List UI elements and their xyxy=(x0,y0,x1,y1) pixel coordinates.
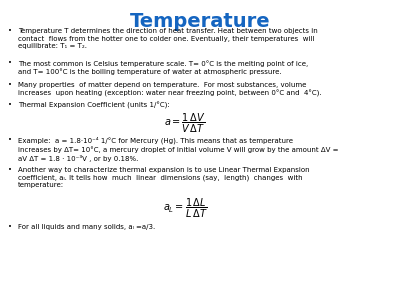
Text: $a_L = \dfrac{1}{L}\dfrac{\Delta L}{\Delta T}$: $a_L = \dfrac{1}{L}\dfrac{\Delta L}{\Del… xyxy=(163,197,207,220)
Text: •: • xyxy=(8,102,12,108)
Text: Another way to characterize thermal expansion is to use Linear Thermal Expansion: Another way to characterize thermal expa… xyxy=(18,167,310,188)
Text: Thermal Expansion Coefficient (units 1/°C):: Thermal Expansion Coefficient (units 1/°… xyxy=(18,102,170,109)
Text: Example:  a = 1.8·10⁻⁴ 1/°C for Mercury (Hg). This means that as temperature
inc: Example: a = 1.8·10⁻⁴ 1/°C for Mercury (… xyxy=(18,137,338,162)
Text: Temperature: Temperature xyxy=(130,12,270,31)
Text: •: • xyxy=(8,82,12,88)
Text: •: • xyxy=(8,60,12,66)
Text: •: • xyxy=(8,224,12,230)
Text: For all liquids and many solids, aₗ =a/3.: For all liquids and many solids, aₗ =a/3… xyxy=(18,224,155,230)
Text: Many properties  of matter depend on temperature.  For most substances, volume
i: Many properties of matter depend on temp… xyxy=(18,82,322,97)
Text: $a = \dfrac{1}{V}\dfrac{\Delta V}{\Delta T}$: $a = \dfrac{1}{V}\dfrac{\Delta V}{\Delta… xyxy=(164,112,206,135)
Text: •: • xyxy=(8,137,12,143)
Text: Temperature T determines the direction of heat transfer. Heat between two object: Temperature T determines the direction o… xyxy=(18,28,318,49)
Text: The most common is Celsius temperature scale. T= 0°C is the melting point of ice: The most common is Celsius temperature s… xyxy=(18,60,308,75)
Text: •: • xyxy=(8,28,12,34)
Text: •: • xyxy=(8,167,12,173)
